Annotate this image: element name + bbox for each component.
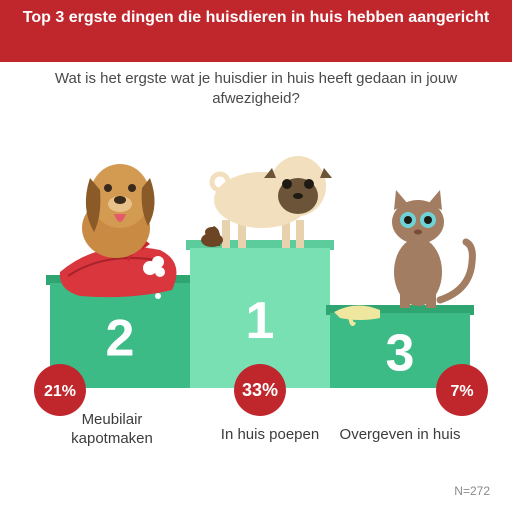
- rank-number-3: 3: [386, 325, 415, 383]
- podium-top-3: [326, 305, 474, 315]
- percentage-value-label: 33%: [242, 380, 278, 400]
- category-label-overgeven: Overgeven in huis: [339, 426, 461, 443]
- cat-illustration: [334, 190, 476, 326]
- percentage-badge: [234, 364, 286, 416]
- percentage-badge: [34, 364, 86, 416]
- rank-number-1: 1: [246, 292, 275, 350]
- podium-top-1: [186, 240, 334, 250]
- page-title: Top 3 ergste dingen die huisdieren in hu…: [22, 9, 490, 26]
- category-label-meubilair: Meubilair kapotmaken: [71, 411, 153, 447]
- pug-illustration: [201, 156, 332, 248]
- category-label-poepen: In huis poepen: [220, 426, 320, 443]
- dog-illustration: [59, 164, 177, 299]
- percentage-value-label: 7%: [450, 383, 473, 400]
- sample-size-note: N=272: [454, 484, 490, 498]
- header-banner: Top 3 ergste dingen die huisdieren in hu…: [0, 0, 512, 62]
- survey-question: Wat is het ergste wat je huisdier in hui…: [54, 70, 458, 107]
- percentage-badge: [436, 364, 488, 416]
- rank-number-2: 2: [106, 310, 135, 368]
- percentage-value-label: 21%: [44, 383, 76, 400]
